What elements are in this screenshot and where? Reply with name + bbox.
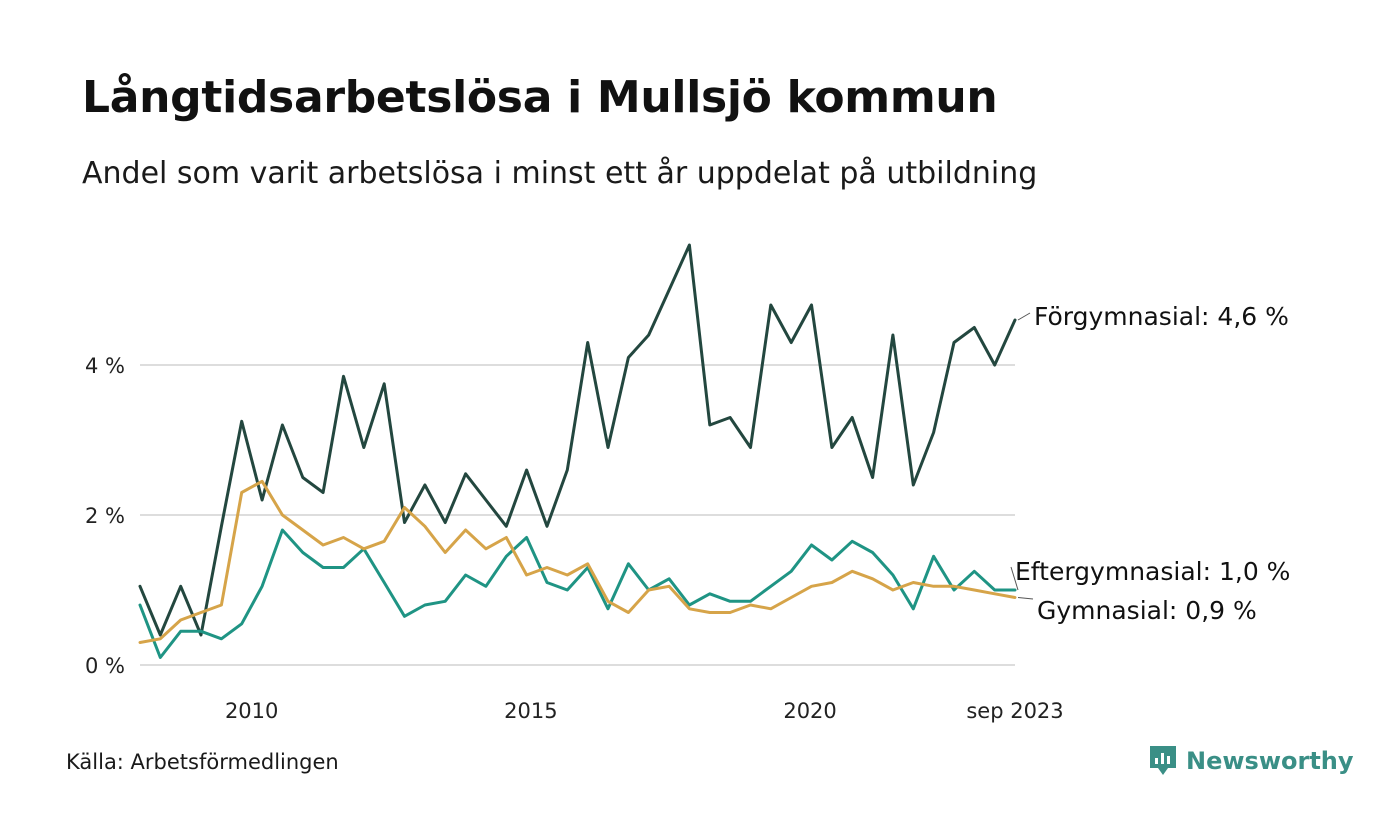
label-leader-line (1017, 312, 1031, 321)
x-tick-label: 2015 (504, 699, 557, 723)
y-tick-label: 4 % (85, 354, 125, 378)
label-leader-line (1017, 597, 1034, 600)
brand-name: Newsworthy (1186, 747, 1354, 775)
x-tick-label: 2010 (225, 699, 278, 723)
chart-title: Långtidsarbetslösa i Mullsjö kommun (82, 72, 998, 123)
series-label-förgymnasial: Förgymnasial: 4,6 % (1034, 302, 1289, 331)
series-line-eftergymnasial (138, 528, 1017, 659)
series-label-eftergymnasial: Eftergymnasial: 1,0 % (1015, 557, 1290, 586)
bar-chart-logo-icon (1150, 746, 1176, 775)
x-tick-label: sep 2023 (966, 699, 1063, 723)
series-line-gymnasial (138, 479, 1017, 644)
series-line-förgymnasial (138, 243, 1017, 637)
chart-subtitle: Andel som varit arbetslösa i minst ett å… (82, 156, 1038, 191)
source-note: Källa: Arbetsförmedlingen (66, 750, 339, 774)
brand-logo[interactable]: Newsworthy (1148, 744, 1354, 778)
y-tick-label: 2 % (85, 504, 125, 528)
label-leader-line (1010, 566, 1019, 591)
series-label-gymnasial: Gymnasial: 0,9 % (1037, 596, 1257, 625)
y-tick-label: 0 % (85, 654, 125, 678)
x-tick-label: 2020 (783, 699, 836, 723)
